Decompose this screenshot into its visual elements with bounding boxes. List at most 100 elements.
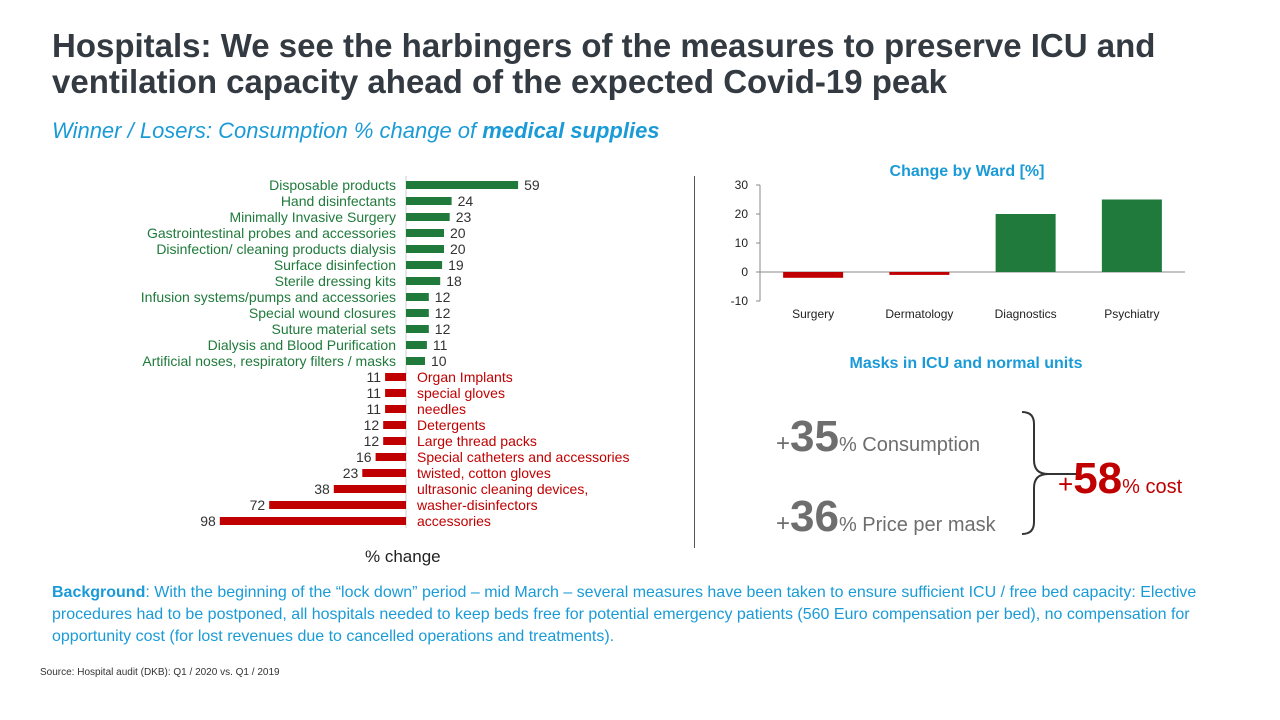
category-label: Gastrointestinal probes and accessories (147, 225, 396, 241)
category-label: washer-disinfectors (416, 497, 538, 513)
data-label: 16 (356, 449, 372, 465)
data-label: 19 (448, 257, 464, 273)
category-label: Dialysis and Blood Purification (208, 337, 396, 353)
x-tick-label: Dermatology (885, 307, 953, 321)
category-label: Suture material sets (272, 321, 397, 337)
y-tick-label: 10 (735, 236, 749, 250)
data-label: 59 (524, 177, 540, 193)
x-tick-label: Psychiatry (1104, 307, 1159, 321)
bar (269, 501, 406, 509)
bar (406, 277, 441, 285)
category-label: accessories (417, 513, 491, 529)
bar (333, 485, 406, 493)
x-axis-label: % change (365, 547, 441, 566)
category-label: needles (417, 401, 466, 417)
data-label: 10 (431, 353, 447, 369)
data-label: 12 (435, 289, 451, 305)
ward-bar-chart: Change by Ward [%] 30 20 10 0 -10 Surgery Derma… (731, 163, 1185, 321)
category-label: Special wound closures (249, 305, 396, 321)
background-note: Background: With the beginning of the “l… (52, 582, 1212, 648)
mask-consumption-value: 35 (790, 412, 839, 461)
y-tick-label: 20 (735, 207, 749, 221)
category-label: Large thread packs (417, 433, 537, 449)
mask-price-suffix: % Price per mask (838, 514, 996, 536)
data-label: 11 (367, 385, 382, 401)
bar (406, 197, 452, 205)
category-label: Surface disinfection (274, 257, 396, 273)
category-label: twisted, cotton gloves (417, 465, 551, 481)
page-subtitle: Winner / Losers: Consumption % change of… (52, 118, 660, 144)
source-note: Source: Hospital audit (DKB): Q1 / 2020 … (40, 667, 280, 678)
data-label: 12 (364, 417, 380, 433)
data-label: 11 (367, 369, 382, 385)
bar (406, 261, 443, 269)
category-label: Special catheters and accessories (417, 449, 629, 465)
bar (385, 405, 406, 413)
data-label: 20 (450, 241, 466, 257)
curly-brace (1021, 411, 1076, 535)
mask-cost-suffix: % cost (1122, 476, 1183, 498)
mask-price-value: 36 (790, 492, 839, 541)
mask-consumption-suffix: % Consumption (838, 434, 981, 456)
data-label: 72 (250, 497, 266, 513)
data-label: 11 (367, 401, 382, 417)
category-label: Hand disinfectants (281, 193, 396, 209)
category-label: ultrasonic cleaning devices, (417, 481, 588, 497)
background-text: : With the beginning of the “lock down” … (52, 584, 1197, 645)
ward-bar (1101, 199, 1162, 272)
category-label: Organ Implants (417, 369, 513, 385)
subtitle-emphasis: medical supplies (482, 118, 660, 143)
category-label: Disinfection/ cleaning products dialysis (156, 241, 396, 257)
vertical-divider (694, 176, 695, 548)
data-label: 12 (435, 321, 451, 337)
bar (406, 229, 444, 237)
data-label: 11 (433, 337, 448, 353)
ward-bar (995, 214, 1056, 272)
bar (406, 325, 429, 333)
category-label: Sterile dressing kits (275, 273, 396, 289)
background-label: Background (52, 584, 146, 601)
y-tick-label: 30 (735, 178, 749, 192)
bar (406, 309, 429, 317)
mask-consumption: +35% Consumption (776, 412, 980, 462)
mask-cost-value: 58 (1073, 454, 1123, 503)
bar (375, 453, 406, 461)
x-tick-label: Surgery (792, 307, 834, 321)
bar (385, 389, 406, 397)
mask-consumption-plus: + (776, 430, 791, 457)
page-title: Hospitals: We see the harbingers of the … (52, 27, 1156, 100)
y-tick-label: -10 (731, 294, 749, 308)
mask-cost: +58% cost (1058, 454, 1182, 504)
x-tick-label: Diagnostics (995, 307, 1057, 321)
category-label: special gloves (417, 385, 505, 401)
data-label: 24 (458, 193, 474, 209)
ward-chart-title: Change by Ward [%] (890, 163, 1045, 180)
data-label: 23 (343, 465, 359, 481)
bar (385, 373, 406, 381)
bar (406, 181, 519, 189)
category-label: Artificial noses, respiratory filters / … (142, 353, 396, 369)
data-label: 12 (435, 305, 451, 321)
bar (406, 213, 450, 221)
bar (219, 517, 406, 525)
bar (406, 341, 427, 349)
category-label: Minimally Invasive Surgery (230, 209, 397, 225)
supplies-bar-chart: Disposable products 59 Hand disinfectants 2… (141, 176, 629, 529)
data-label: 23 (456, 209, 472, 225)
category-label: Disposable products (269, 177, 396, 193)
data-label: 98 (200, 513, 216, 529)
ward-bar (783, 272, 844, 278)
bar (362, 469, 406, 477)
data-label: 12 (364, 433, 380, 449)
category-label: Infusion systems/pumps and accessories (141, 289, 396, 305)
mask-cost-plus: + (1058, 469, 1074, 499)
bar (383, 437, 406, 445)
category-label: Detergents (417, 417, 485, 433)
data-label: 18 (446, 273, 462, 289)
masks-title: Masks in ICU and normal units (849, 355, 1083, 372)
bar (406, 293, 429, 301)
bar (383, 421, 406, 429)
data-label: 20 (450, 225, 466, 241)
subtitle-prefix: Winner / Losers: Consumption % change of (52, 118, 483, 143)
y-tick-label: 0 (741, 265, 748, 279)
